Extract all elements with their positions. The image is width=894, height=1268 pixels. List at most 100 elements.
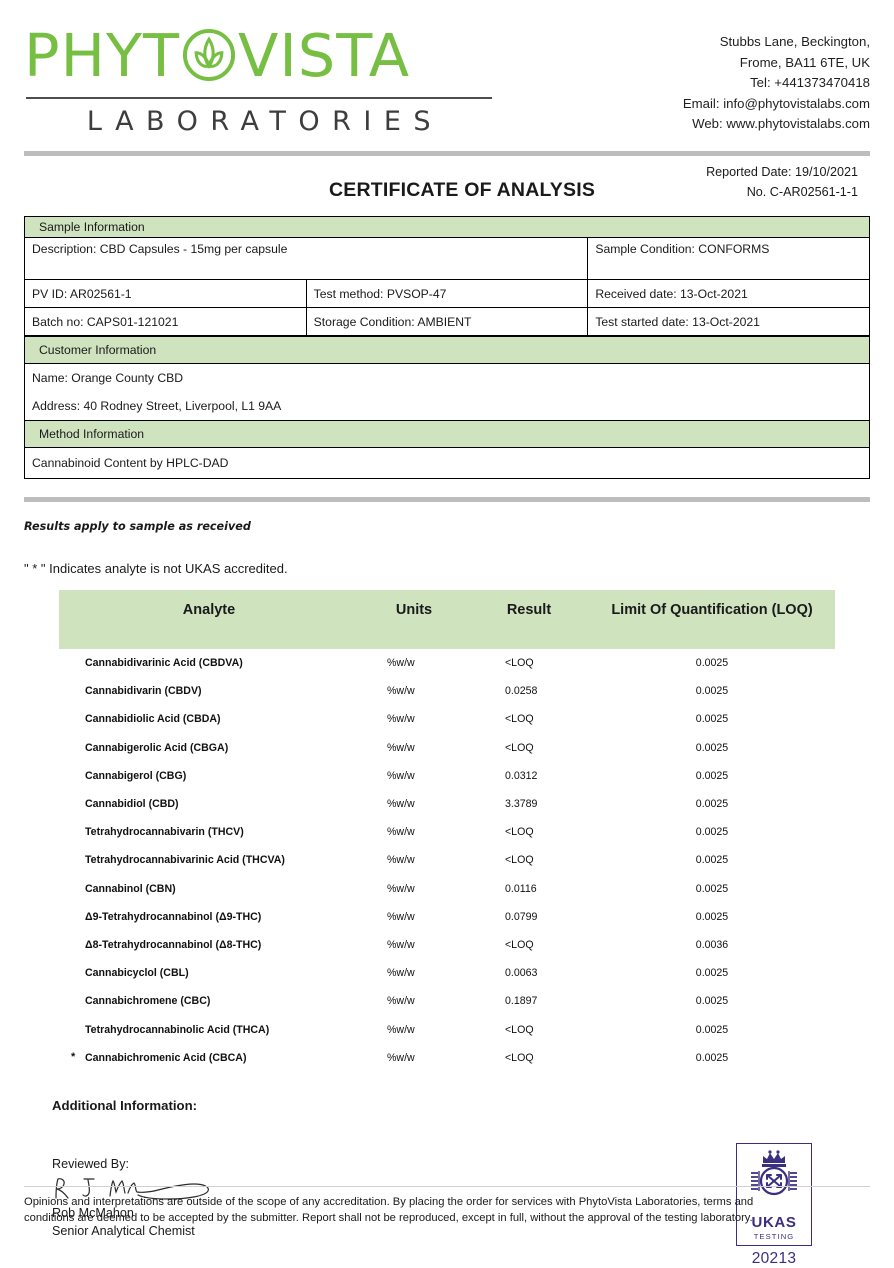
page-title: CERTIFICATE OF ANALYSIS bbox=[328, 179, 596, 201]
table-row: Tetrahydrocannabivarinic Acid (THCVA) %w/… bbox=[59, 846, 835, 874]
cell-analyte: Cannabidivarinic Acid (CBDVA) bbox=[59, 649, 359, 677]
contact-website: Web: www.phytovistalabs.com bbox=[692, 116, 870, 131]
batch-no: Batch no: CAPS01-121021 bbox=[24, 307, 307, 336]
cell-units: %w/w bbox=[387, 713, 415, 726]
cell-result: 3.3789 bbox=[505, 798, 538, 811]
analyte-label: Δ9-Tetrahydrocannabinol (Δ9-THC) bbox=[85, 910, 262, 923]
contact-address-line-1: Stubbs Lane, Beckington, bbox=[719, 34, 870, 49]
cell-loq: 0.0025 bbox=[695, 1051, 729, 1064]
sample-information-table: Sample Information Description: CBD Caps… bbox=[23, 216, 870, 336]
cell-units: %w/w bbox=[387, 1051, 415, 1064]
cell-loq: 0.0025 bbox=[695, 910, 729, 923]
leaf-in-circle-icon bbox=[182, 28, 236, 82]
company-contact-block: Stubbs Lane, Beckington, Frome, BA11 6TE… bbox=[683, 22, 870, 135]
table-row: Δ8-Tetrahydrocannabinol (Δ8-THC) %w/w <LOQ… bbox=[59, 931, 835, 959]
results-section-divider bbox=[24, 497, 870, 502]
table-row: Cannabidivarin (CBDV) %w/w 0.0258 0.0025 bbox=[59, 677, 835, 705]
analyte-label: Tetrahydrocannabivarin (THCV) bbox=[85, 826, 244, 839]
table-row: * Cannabichromenic Acid (CBCA) %w/w <LOQ 0.0… bbox=[59, 1044, 835, 1072]
customer-information-heading: Customer Information bbox=[24, 336, 870, 364]
table-row: Customer Information bbox=[24, 336, 870, 364]
cell-units: %w/w bbox=[387, 938, 415, 951]
analyte-label: Cannabinol (CBN) bbox=[85, 882, 176, 895]
reviewed-by-label: Reviewed By: bbox=[52, 1156, 129, 1171]
cell-loq: 0.0025 bbox=[695, 854, 729, 867]
received-date: Received date: 13-Oct-2021 bbox=[587, 279, 870, 308]
cell-units: %w/w bbox=[387, 854, 415, 867]
sample-condition: Sample Condition: CONFORMS bbox=[587, 237, 870, 280]
table-row: Tetrahydrocannabinolic Acid (THCA) %w/w <L… bbox=[59, 1015, 835, 1043]
column-header-units: Units bbox=[359, 590, 469, 649]
table-row: Cannabinoid Content by HPLC-DAD bbox=[24, 447, 870, 479]
table-row: Cannabidivarinic Acid (CBDVA) %w/w <LOQ 0.0… bbox=[59, 649, 835, 677]
handwritten-signature bbox=[55, 1177, 209, 1200]
cell-loq: 0.0025 bbox=[695, 685, 729, 698]
customer-method-table: Customer Information Name: Orange County… bbox=[24, 336, 870, 479]
page-header: PHYT VISTA LABORATORIES Stubbs Lane, Bec… bbox=[24, 0, 870, 138]
ukas-star-note: " * " Indicates analyte is not UKAS accr… bbox=[24, 561, 288, 576]
cell-result: <LOQ bbox=[505, 854, 534, 867]
cell-result: 0.0258 bbox=[505, 685, 538, 698]
cell-result: 0.0116 bbox=[505, 882, 537, 895]
column-header-analyte: Analyte bbox=[59, 590, 359, 649]
ukas-logo-box: UKAS TESTING bbox=[736, 1142, 812, 1246]
cell-units: %w/w bbox=[387, 657, 415, 670]
logo-subtitle: LABORATORIES bbox=[86, 106, 444, 137]
ukas-label: UKAS bbox=[751, 1213, 797, 1231]
contact-address-line-2: Frome, BA11 6TE, UK bbox=[739, 54, 870, 70]
table-row: Batch no: CAPS01-121021 Storage Conditio… bbox=[24, 307, 870, 336]
reported-date: Reported Date: 19/10/2021 bbox=[706, 165, 858, 179]
cell-units: %w/w bbox=[387, 967, 415, 980]
title-row: CERTIFICATE OF ANALYSIS Reported Date: 1… bbox=[24, 162, 870, 214]
cell-analyte: Cannabidivarin (CBDV) bbox=[59, 677, 359, 705]
cell-units: %w/w bbox=[387, 769, 415, 782]
cell-units: %w/w bbox=[387, 826, 415, 839]
table-row: Address: 40 Rodney Street, Liverpool, L1… bbox=[24, 392, 870, 421]
cell-result: <LOQ bbox=[505, 938, 534, 951]
cell-result: <LOQ bbox=[505, 713, 534, 726]
analyte-label: Cannabichromene (CBC) bbox=[85, 995, 211, 1008]
table-row: PV ID: AR02561-1 Test method: PVSOP-47 R… bbox=[24, 279, 870, 308]
analyte-label: Cannabichromenic Acid (CBCA) bbox=[85, 1051, 247, 1064]
cell-loq: 0.0025 bbox=[695, 769, 729, 782]
ukas-crossed-arrows-icon bbox=[751, 1150, 797, 1195]
cell-units: %w/w bbox=[387, 882, 415, 895]
cell-result: <LOQ bbox=[505, 1051, 534, 1064]
cell-result: <LOQ bbox=[505, 741, 534, 754]
contact-email: Email: info@phytovistalabs.com bbox=[682, 95, 870, 111]
cell-loq: 0.0025 bbox=[695, 882, 729, 895]
cell-analyte: Tetrahydrocannabinolic Acid (THCA) bbox=[59, 1015, 359, 1043]
table-row: Δ9-Tetrahydrocannabinol (Δ9-THC) %w/w 0.07… bbox=[59, 903, 835, 931]
table-row: Cannabicyclol (CBL) %w/w 0.0063 0.0025 bbox=[59, 959, 835, 987]
results-table-head: Analyte Units Result Limit Of Quantifica… bbox=[59, 590, 835, 649]
cell-result: 0.0312 bbox=[505, 769, 538, 782]
cell-loq: 0.0025 bbox=[695, 798, 729, 811]
cell-result: 0.0799 bbox=[505, 910, 538, 923]
cell-result: 0.1897 bbox=[505, 995, 538, 1008]
cell-result: <LOQ bbox=[505, 657, 534, 670]
logo-wordmark: PHYT VISTA bbox=[24, 22, 494, 88]
cell-analyte: Δ8-Tetrahydrocannabinol (Δ8-THC) bbox=[59, 931, 359, 959]
table-row: Cannabigerolic Acid (CBGA) %w/w <LOQ 0.0025 bbox=[59, 734, 835, 762]
analyte-label: Cannabicyclol (CBL) bbox=[85, 967, 189, 980]
cell-analyte: Cannabicyclol (CBL) bbox=[59, 959, 359, 987]
column-header-loq: Limit Of Quantification (LOQ) bbox=[589, 590, 835, 649]
test-started-date: Test started date: 13-Oct-2021 bbox=[587, 307, 870, 336]
cell-units: %w/w bbox=[387, 685, 415, 698]
cell-loq: 0.0025 bbox=[695, 1023, 729, 1036]
cell-units: %w/w bbox=[387, 1023, 415, 1036]
cell-loq: 0.0025 bbox=[695, 741, 729, 754]
signature-area: Reviewed By: Rob McMahon Senior Analytic… bbox=[24, 1142, 870, 1267]
report-meta: Reported Date: 19/10/2021 No. C-AR02561-… bbox=[706, 162, 858, 202]
cell-units: %w/w bbox=[387, 910, 415, 923]
analyte-label: Cannabigerolic Acid (CBGA) bbox=[85, 741, 229, 754]
cell-analyte: Cannabidiolic Acid (CBDA) bbox=[59, 705, 359, 733]
analyte-label: Tetrahydrocannabivarinic Acid (THCVA) bbox=[85, 854, 285, 867]
cell-analyte: Cannabigerolic Acid (CBGA) bbox=[59, 734, 359, 762]
ukas-accreditation-number: 20213 bbox=[751, 1249, 797, 1267]
logo-text-second: VISTA bbox=[238, 20, 411, 90]
analyte-label: Δ8-Tetrahydrocannabinol (Δ8-THC) bbox=[85, 938, 262, 951]
cell-units: %w/w bbox=[387, 741, 415, 754]
table-row: Cannabinol (CBN) %w/w 0.0116 0.0025 bbox=[59, 875, 835, 903]
signatory-name: Rob McMahon bbox=[52, 1205, 134, 1220]
